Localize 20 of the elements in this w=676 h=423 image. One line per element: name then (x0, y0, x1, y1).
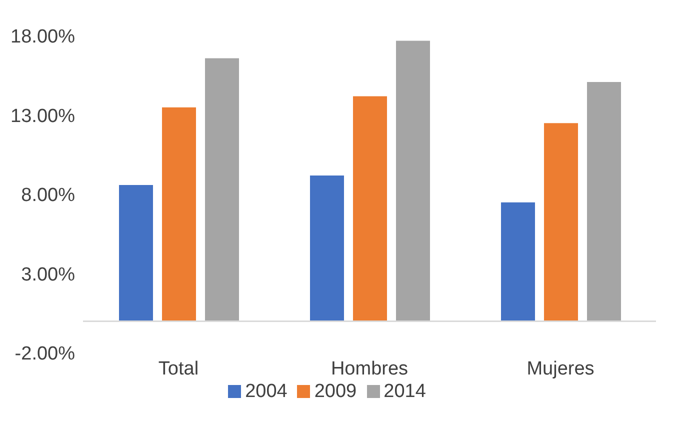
bar (396, 40, 430, 322)
bar (310, 175, 344, 322)
bar (587, 82, 621, 322)
bar (501, 202, 535, 322)
bar (162, 107, 196, 322)
x-tick-label: Mujeres (526, 358, 594, 380)
y-tick-label: 18.00% (10, 26, 76, 48)
bar (544, 123, 578, 322)
x-tick-label: Hombres (330, 358, 408, 380)
legend-label: 2009 (314, 381, 357, 402)
bar (353, 96, 387, 322)
y-tick-label: 3.00% (21, 264, 76, 286)
legend-label: 2004 (245, 381, 288, 402)
y-tick-label: 8.00% (21, 185, 76, 206)
y-tick-label: -2.00% (14, 344, 76, 365)
y-tick-label: 13.00% (10, 106, 76, 127)
x-tick-label: Total (158, 358, 199, 380)
bar (119, 184, 153, 322)
bar (205, 58, 239, 322)
legend-label: 2014 (384, 381, 426, 402)
